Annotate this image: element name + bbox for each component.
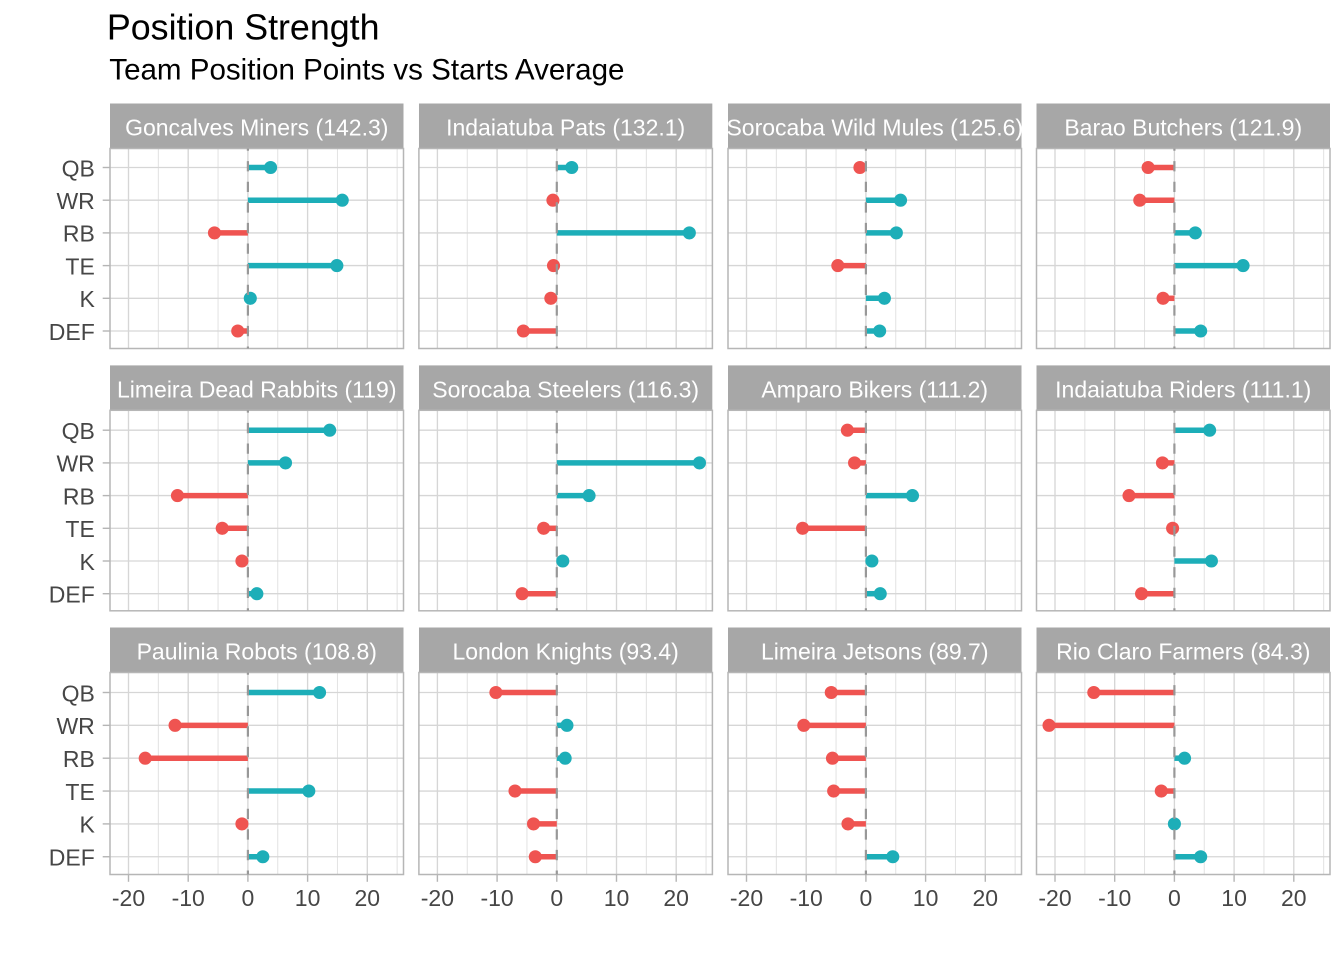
svg-text:-10: -10: [480, 885, 513, 911]
svg-text:Goncalves Miners (142.3): Goncalves Miners (142.3): [125, 115, 388, 141]
svg-text:TE: TE: [65, 516, 94, 542]
svg-text:DEF: DEF: [49, 845, 95, 871]
svg-text:-10: -10: [172, 885, 205, 911]
svg-text:K: K: [79, 549, 95, 575]
svg-text:-10: -10: [790, 885, 823, 911]
svg-text:TE: TE: [65, 779, 94, 805]
svg-text:0: 0: [242, 885, 255, 911]
svg-text:London Knights (93.4): London Knights (93.4): [452, 639, 678, 665]
svg-text:Limeira Dead Rabbits (119): Limeira Dead Rabbits (119): [117, 377, 397, 403]
svg-text:K: K: [79, 286, 95, 312]
svg-text:Amparo Bikers (111.2): Amparo Bikers (111.2): [761, 377, 988, 403]
svg-text:Sorocaba Wild Mules (125.6): Sorocaba Wild Mules (125.6): [726, 115, 1023, 141]
svg-text:Position Strength: Position Strength: [107, 7, 380, 47]
svg-text:QB: QB: [62, 680, 95, 706]
svg-text:Indaiatuba Riders (111.1): Indaiatuba Riders (111.1): [1055, 377, 1311, 403]
svg-text:Indaiatuba Pats (132.1): Indaiatuba Pats (132.1): [446, 115, 685, 141]
svg-text:RB: RB: [63, 746, 95, 772]
svg-text:Limeira Jetsons (89.7): Limeira Jetsons (89.7): [761, 639, 989, 665]
svg-text:-20: -20: [730, 885, 763, 911]
svg-text:Paulinia Robots (108.8): Paulinia Robots (108.8): [137, 639, 377, 665]
svg-text:-20: -20: [112, 885, 145, 911]
svg-text:DEF: DEF: [49, 319, 95, 345]
svg-text:DEF: DEF: [49, 582, 95, 608]
svg-text:20: 20: [663, 885, 689, 911]
svg-text:20: 20: [1281, 885, 1307, 911]
svg-text:Rio Claro Farmers (84.3): Rio Claro Farmers (84.3): [1056, 639, 1310, 665]
svg-text:QB: QB: [62, 418, 95, 444]
svg-text:0: 0: [860, 885, 873, 911]
svg-text:10: 10: [1221, 885, 1247, 911]
svg-text:-10: -10: [1098, 885, 1131, 911]
svg-text:WR: WR: [56, 188, 94, 214]
svg-text:10: 10: [604, 885, 630, 911]
svg-text:0: 0: [1168, 885, 1181, 911]
svg-text:-20: -20: [1038, 885, 1071, 911]
svg-text:0: 0: [550, 885, 563, 911]
svg-text:Barao Butchers (121.9): Barao Butchers (121.9): [1064, 115, 1302, 141]
svg-text:10: 10: [295, 885, 321, 911]
svg-text:WR: WR: [56, 713, 94, 739]
svg-text:20: 20: [355, 885, 381, 911]
svg-text:RB: RB: [63, 483, 95, 509]
svg-text:Team Position Points vs Starts: Team Position Points vs Starts Average: [109, 54, 624, 87]
svg-text:WR: WR: [56, 451, 94, 477]
svg-text:TE: TE: [65, 253, 94, 279]
svg-text:QB: QB: [62, 155, 95, 181]
svg-text:20: 20: [973, 885, 999, 911]
svg-text:-20: -20: [421, 885, 454, 911]
svg-text:RB: RB: [63, 221, 95, 247]
svg-text:K: K: [79, 812, 95, 838]
svg-text:10: 10: [913, 885, 939, 911]
svg-text:Sorocaba Steelers (116.3): Sorocaba Steelers (116.3): [432, 377, 699, 403]
